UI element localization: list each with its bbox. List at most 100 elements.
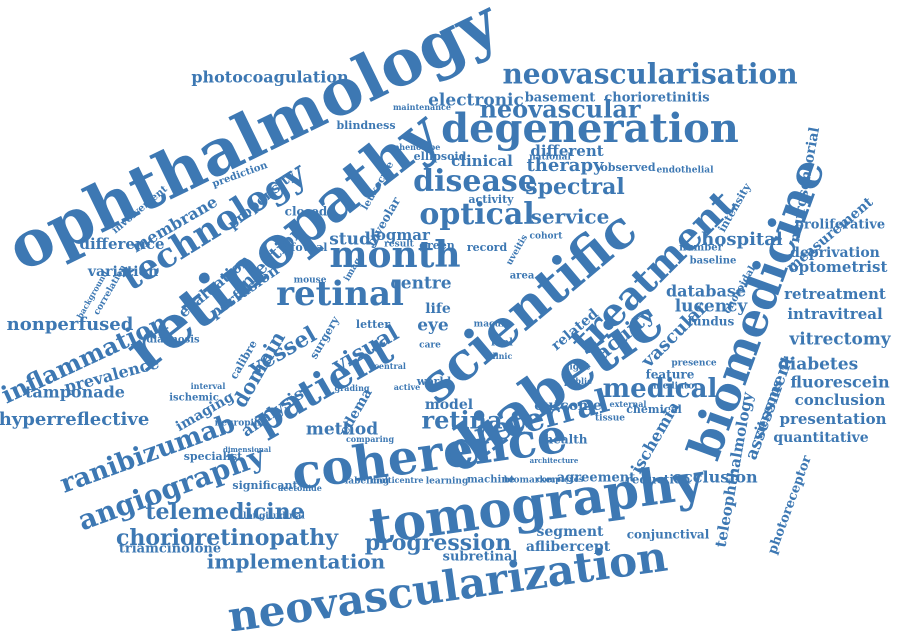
cloud-word-degeneration: degeneration [441,105,739,152]
cloud-word-active: active [394,382,421,392]
cloud-word-disease: disease [413,164,537,199]
cloud-word-fundus: fundus [688,315,735,329]
cloud-word-closed: closed [285,205,328,219]
cloud-word-basement: basement [525,91,596,106]
cloud-word-life: life [425,301,451,317]
cloud-word-cohort: cohort [530,232,564,242]
cloud-word-nonperfused: nonperfused [7,314,134,335]
cloud-word-proliferative: proliferative [795,218,885,233]
cloud-word-machine: machine [467,475,515,486]
cloud-word-spectral: spectral [525,174,625,200]
cloud-word-intravitreal: intravitreal [787,305,883,323]
cloud-word-quantitative: quantitative [773,430,868,446]
cloud-word-endothelial: endothelial [656,166,714,176]
cloud-word-chorioretinitis: chorioretinitis [604,91,709,106]
cloud-word-number: number [679,243,723,254]
cloud-word-blindness: blindness [336,119,395,132]
cloud-word-architecture: architecture [530,456,579,465]
cloud-word-lucency: lucency [675,297,749,317]
cloud-word-learning: learning [426,477,469,487]
cloud-word-area: area [510,271,535,282]
cloud-word-chorioretinopathy: chorioretinopathy [116,525,339,551]
cloud-word-record: record [467,241,508,254]
cloud-word-vitrectomy: vitrectomy [788,330,891,350]
cloud-word-different: different [530,142,603,160]
cloud-word-study: study [329,230,382,250]
cloud-word-conjunctival: conjunctival [627,528,710,542]
cloud-word-retinal: retinal [276,274,404,314]
cloud-word-uveitis: uveitis [505,233,530,267]
cloud-word-real: real [491,338,513,349]
cloud-word-observed: observed [600,161,655,174]
cloud-word-presence: presence [671,359,717,369]
cloud-word-outcome: outcome [534,398,602,414]
cloud-word-clinic: clinic [488,351,513,361]
cloud-word-maintenance: maintenance [393,102,451,112]
cloud-word-activity: activity [468,193,514,206]
cloud-word-baseline: baseline [690,256,737,267]
cloud-word-world: world [416,375,452,388]
cloud-word-difference: difference [79,235,164,253]
cloud-word-centre: centre [390,274,451,294]
cloud-word-optometrist: optometrist [789,258,888,276]
cloud-word-interval: interval [191,381,226,391]
cloud-word-longitudinal: longitudinal [243,512,305,522]
cloud-word-significant: significant [232,479,298,492]
cloud-word-service: service [531,205,610,229]
cloud-word-telemedicine: telemedicine [145,499,304,525]
cloud-word-mediator: mediator [653,382,699,392]
cloud-word-external: external [610,399,647,409]
cloud-word-hyperreflective: hyperreflective [0,409,149,430]
cloud-word-segment: segment [537,524,604,540]
cloud-word-aflibercept: aflibercept [526,539,611,555]
cloud-word-database: database [666,282,746,301]
cloud-word-labelling: labelling [345,477,390,487]
cloud-word-complexes: complexes [537,474,584,484]
cloud-word-retreatment: retreatment [784,285,886,303]
cloud-word-public: public [564,376,592,386]
cloud-word-photoreceptor: photoreceptor [765,454,815,557]
cloud-word-photocoagulation: photocoagulation [191,68,349,87]
cloud-word-therapy: therapy [526,155,604,176]
cloud-word-optical: optical [419,197,534,232]
cloud-word-triamcinolone: triamcinolone [119,542,221,557]
cloud-word-macula: macula [474,320,511,330]
cloud-word-ellipsoid: ellipsoid [414,150,467,163]
cloud-word-multicentre: multicentre [371,475,424,485]
cloud-word-central: central [374,361,406,371]
cloud-word-specialist: specialist [184,450,243,463]
cloud-word-neovascularisation: neovascularisation [502,58,797,91]
cloud-word-national: national [529,153,571,163]
cloud-word-phenotype: phenotype [394,142,441,152]
cloud-word-biomarker: biomarker [504,476,557,486]
cloud-word-reduction: reduction [625,473,690,487]
cloud-word-deprivation: deprivation [790,245,880,261]
cloud-word-model: model [425,397,473,413]
cloud-word-presentation: presentation [779,410,886,428]
cloud-word-logmar: logmar [370,226,431,244]
cloud-word-month: month [329,234,460,276]
cloud-word-eye: eye [417,316,449,336]
cloud-word-letter: letter [356,318,390,331]
cloud-word-hospital: hospital [701,229,783,250]
cloud-word-subretinal: subretinal [443,550,518,565]
cloud-word-variation: variation [87,264,158,280]
cloud-word-sight: sight [564,363,590,373]
cloud-word-result: result [384,240,414,250]
cloud-word-feature: feature [646,368,695,382]
cloud-word-conclusion: conclusion [795,391,886,409]
cloud-word-foveal: foveal [291,241,328,254]
cloud-word-diabetes: diabetes [778,355,858,375]
cloud-word-comparing: comparing [346,434,395,444]
cloud-word-diagnosis: diagnosis [146,335,200,346]
cloud-word-method: method [306,420,378,440]
cloud-word-care: care [419,341,441,351]
cloud-word-acetonide: acetonide [278,483,322,493]
cloud-word-health: health [545,433,588,447]
cloud-word-green: green [419,239,454,252]
cloud-word-medical: medical [603,374,718,404]
cloud-word-tissue: tissue [595,414,625,424]
cloud-word-fluorescein: fluorescein [790,373,890,392]
